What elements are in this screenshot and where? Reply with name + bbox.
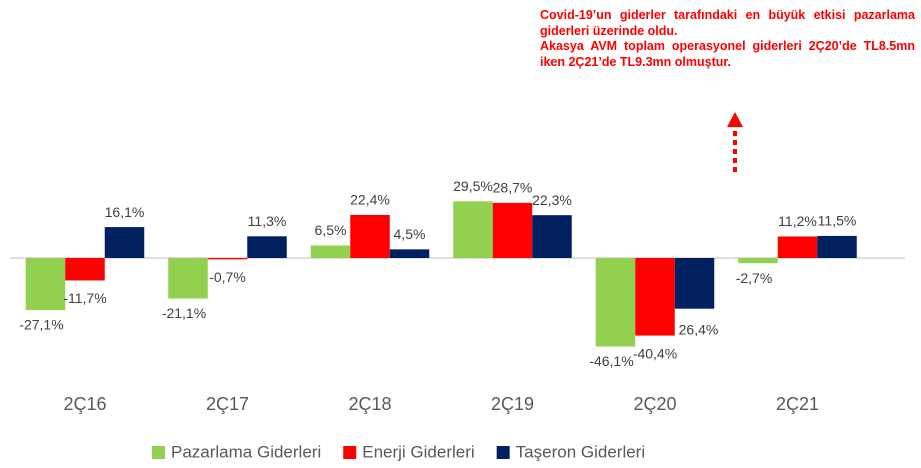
bar (207, 258, 248, 260)
x-tick-label: 2Ç16 (63, 394, 106, 414)
value-label: 29,5% (453, 178, 493, 194)
x-tick-label: 2Ç17 (206, 394, 249, 414)
value-label: 22,3% (532, 192, 572, 208)
bar (492, 202, 533, 258)
x-tick-label: 2Ç21 (776, 394, 819, 414)
value-label: 16,1% (105, 204, 145, 220)
legend-label: Taşeron Giderleri (516, 442, 645, 461)
annotation-text: Covid-19’un giderler tarafındaki en büyü… (540, 8, 915, 38)
value-label: -2,7% (736, 270, 773, 286)
x-tick-label: 2Ç18 (348, 394, 391, 414)
arrow-head (727, 112, 743, 127)
x-tick-label: 2Ç20 (633, 394, 676, 414)
value-label: 6,5% (315, 222, 347, 238)
legend-swatch (152, 446, 165, 459)
value-label: -21,1% (162, 305, 206, 321)
bar (817, 235, 857, 258)
value-label: 22,4% (350, 192, 390, 208)
bar (25, 258, 66, 311)
bar (532, 215, 572, 258)
value-label: 26,4% (679, 321, 719, 337)
value-label: 11,3% (248, 213, 287, 229)
bar (777, 236, 818, 258)
bar (104, 227, 145, 258)
bar (635, 258, 675, 336)
legend-swatch (343, 446, 357, 459)
value-label: 28,7% (493, 180, 533, 196)
value-label: -11,7% (63, 290, 106, 306)
bar (247, 236, 287, 258)
value-label: 11,2% (778, 213, 817, 229)
annotation-text: Akasya AVM toplam operasyonel giderleri … (540, 39, 915, 69)
bar (674, 258, 715, 309)
bar (350, 214, 390, 258)
bar (310, 245, 351, 258)
value-label: 4,5% (394, 226, 426, 242)
legend-label: Pazarlama Giderleri (171, 442, 321, 461)
bar (389, 249, 430, 258)
x-tick-label: 2Ç19 (491, 394, 534, 414)
value-label: -40,4% (633, 345, 677, 361)
value-label: -46,1% (589, 353, 633, 369)
annotation: Covid-19’un giderler tarafındaki en büyü… (540, 8, 915, 70)
value-label: -27,1% (19, 317, 63, 333)
bar (65, 258, 105, 281)
value-label: 11,5% (818, 213, 857, 229)
legend-swatch (496, 446, 510, 459)
legend-label: Enerji Giderleri (362, 442, 474, 461)
bar (738, 258, 778, 264)
bar (595, 258, 636, 347)
bar (453, 201, 493, 258)
value-label: -0,7% (209, 269, 246, 285)
bar (168, 258, 208, 299)
